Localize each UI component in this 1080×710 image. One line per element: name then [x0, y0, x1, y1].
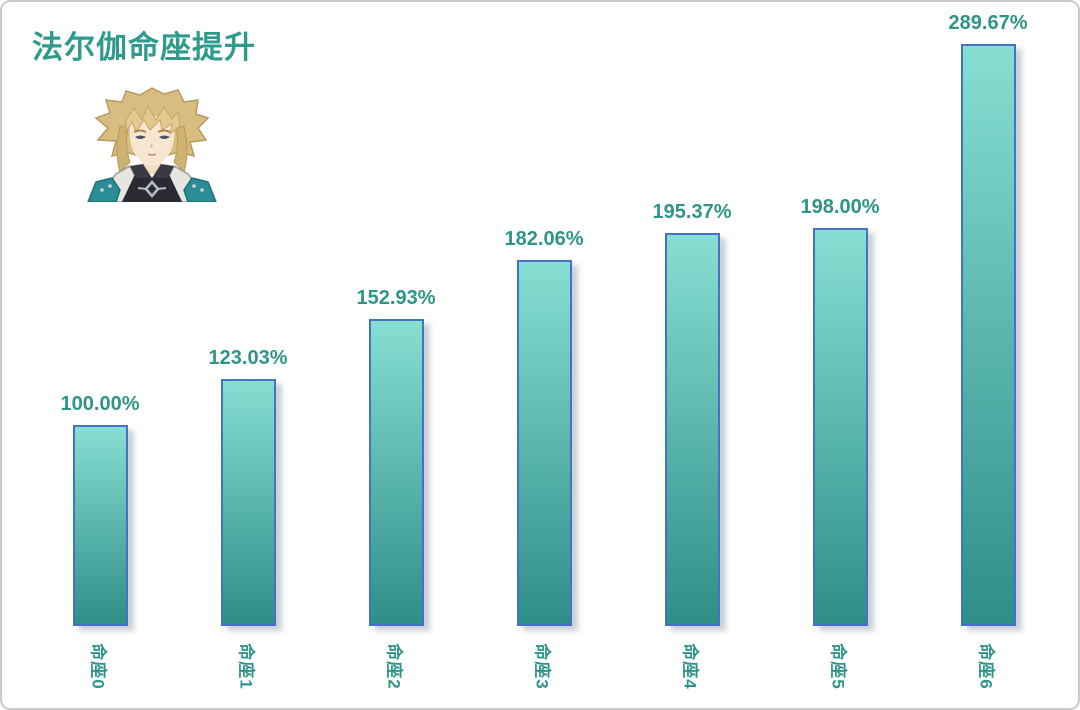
bar: [664, 233, 720, 626]
x-axis-label: 命座1: [236, 643, 256, 690]
bar-value-label: 195.37%: [652, 201, 732, 223]
bar: [812, 228, 868, 626]
x-axis-label: 命座0: [88, 643, 108, 690]
x-axis-label: 命座6: [976, 643, 996, 690]
bar-value-label: 123.03%: [208, 347, 288, 369]
anime-character-avatar-icon: [86, 87, 218, 203]
x-axis-label: 命座2: [384, 643, 404, 690]
bar-column: 182.06% 命座3: [470, 2, 618, 690]
chart-title: 法尔伽命座提升: [32, 30, 256, 65]
bar-value-label: 198.00%: [800, 196, 880, 218]
bar: [368, 319, 424, 626]
x-axis-label: 命座4: [680, 643, 700, 690]
bar-value-label: 289.67%: [948, 12, 1028, 34]
bar: [516, 260, 572, 626]
bar-value-label: 182.06%: [504, 228, 584, 250]
bar: [220, 379, 276, 626]
bar-column: 195.37% 命座4: [618, 2, 766, 690]
bar-value-label: 100.00%: [60, 393, 140, 415]
bar-chart-plot-area: 100.00% 命座0 123.03% 命座1 152.93% 命座2 182.…: [26, 2, 1062, 690]
bar-column: 289.67% 命座6: [914, 2, 1062, 690]
x-axis-label: 命座5: [828, 643, 848, 690]
bar-column: 100.00% 命座0: [26, 2, 174, 690]
bar: [72, 425, 128, 626]
bar: [960, 44, 1016, 626]
bar-column: 198.00% 命座5: [766, 2, 914, 690]
bar-column: 152.93% 命座2: [322, 2, 470, 690]
character-portrait-image: [86, 86, 218, 203]
x-axis-label: 命座3: [532, 643, 552, 690]
bar-column: 123.03% 命座1: [174, 2, 322, 690]
bar-value-label: 152.93%: [356, 287, 436, 309]
